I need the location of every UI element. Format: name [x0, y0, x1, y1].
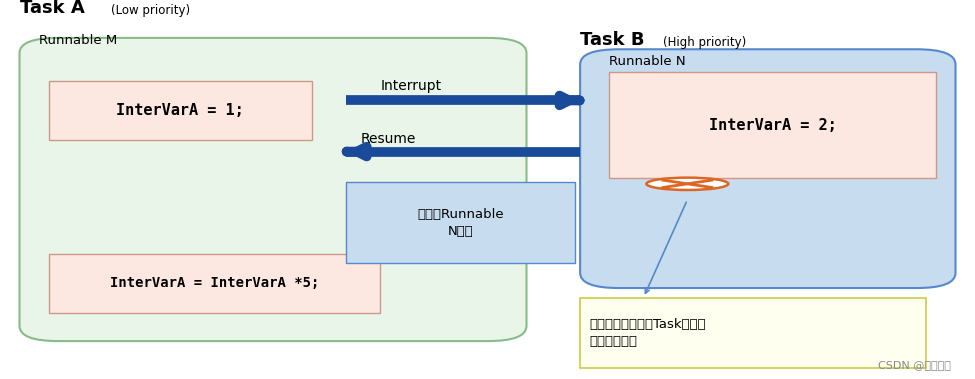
- Text: InterVarA = 1;: InterVarA = 1;: [116, 103, 245, 118]
- Bar: [49, 81, 312, 140]
- FancyBboxPatch shape: [20, 38, 526, 341]
- Bar: [49, 254, 380, 313]
- Text: InterVarA = InterVarA *5;: InterVarA = InterVarA *5;: [110, 276, 319, 290]
- Text: Resume: Resume: [361, 132, 416, 146]
- Text: Interrupt: Interrupt: [380, 79, 442, 93]
- Bar: [580, 298, 926, 368]
- Text: Task B: Task B: [580, 31, 644, 49]
- Text: (High priority): (High priority): [663, 36, 746, 49]
- Text: Runnable N: Runnable N: [609, 55, 686, 68]
- Text: CSDN @桃源乐游: CSDN @桃源乐游: [878, 360, 951, 370]
- Bar: [346, 182, 575, 263]
- Text: 因变量被保护，被Task中断后
不能算改数据: 因变量被保护，被Task中断后 不能算改数据: [590, 318, 707, 348]
- Text: 不能被Runnable
N算改: 不能被Runnable N算改: [417, 208, 504, 238]
- Bar: [609, 72, 936, 178]
- FancyBboxPatch shape: [580, 49, 956, 288]
- Text: Runnable M: Runnable M: [39, 34, 117, 47]
- Ellipse shape: [646, 178, 728, 190]
- Text: InterVarA = 2;: InterVarA = 2;: [709, 117, 837, 133]
- Text: (Low priority): (Low priority): [111, 4, 190, 17]
- Text: Task A: Task A: [20, 0, 84, 17]
